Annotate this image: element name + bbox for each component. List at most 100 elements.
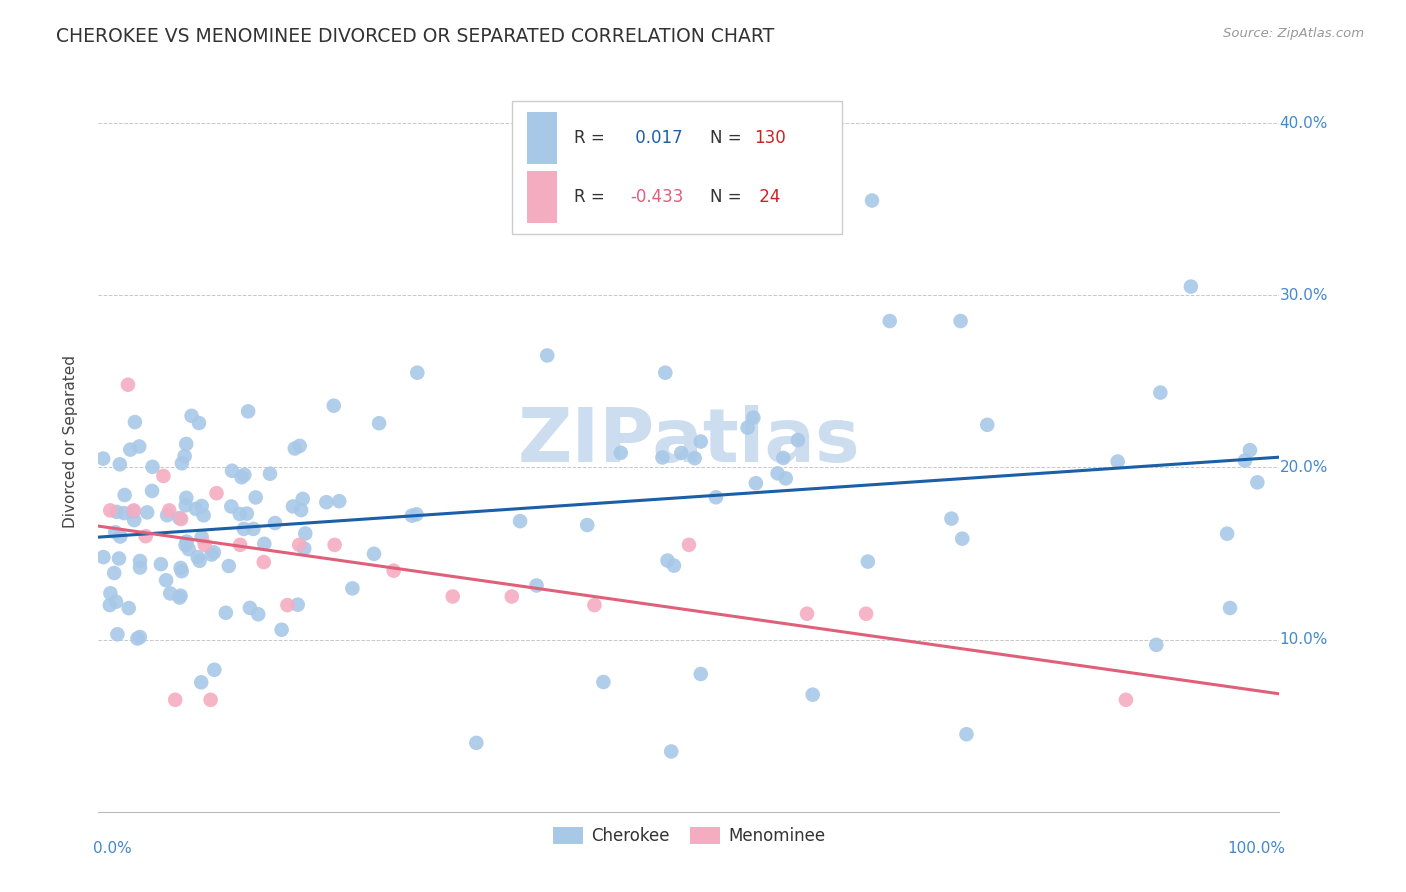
Legend: Cherokee, Menominee: Cherokee, Menominee: [546, 820, 832, 852]
Point: [104, 525, 127, 540]
Point: [169, 561, 191, 575]
Point: [1149, 385, 1171, 400]
Point: [401, 508, 423, 523]
Point: [118, 601, 141, 615]
Point: [264, 516, 287, 530]
Point: [288, 439, 311, 453]
Point: [465, 736, 488, 750]
Point: [187, 416, 209, 430]
Point: [177, 542, 200, 557]
Point: [129, 560, 152, 574]
Text: R =: R =: [575, 188, 610, 206]
Point: [1233, 453, 1256, 467]
Point: [202, 663, 225, 677]
Point: [342, 582, 364, 596]
Point: [253, 555, 276, 569]
FancyBboxPatch shape: [512, 101, 842, 235]
Y-axis label: Divorced or Separated: Divorced or Separated: [63, 355, 77, 528]
Point: [218, 559, 240, 574]
Point: [174, 437, 197, 451]
Point: [174, 499, 197, 513]
Point: [105, 595, 128, 609]
Point: [683, 451, 706, 466]
Point: [509, 514, 531, 528]
Point: [108, 551, 131, 566]
Point: [169, 591, 191, 605]
Point: [152, 469, 174, 483]
Point: [609, 446, 631, 460]
Point: [122, 513, 145, 527]
Point: [742, 194, 765, 208]
Point: [270, 623, 292, 637]
Text: CHEROKEE VS MENOMINEE DIVORCED OR SEPARATED CORRELATION CHART: CHEROKEE VS MENOMINEE DIVORCED OR SEPARA…: [56, 27, 775, 45]
Point: [860, 194, 883, 208]
Point: [190, 530, 212, 544]
Point: [231, 470, 253, 484]
Text: 20.0%: 20.0%: [1279, 460, 1327, 475]
Point: [221, 500, 243, 514]
Point: [745, 476, 768, 491]
Point: [856, 555, 879, 569]
Text: Source: ZipAtlas.com: Source: ZipAtlas.com: [1223, 27, 1364, 40]
Point: [1216, 526, 1239, 541]
Point: [200, 693, 222, 707]
Point: [382, 564, 405, 578]
Text: ZIPatlas: ZIPatlas: [517, 405, 860, 478]
Point: [149, 557, 172, 571]
Point: [141, 483, 163, 498]
Point: [290, 503, 312, 517]
Point: [855, 607, 877, 621]
Point: [105, 505, 128, 519]
Point: [100, 586, 122, 600]
Point: [689, 434, 711, 449]
Point: [176, 534, 198, 549]
Point: [117, 377, 139, 392]
Point: [294, 526, 316, 541]
Point: [170, 456, 193, 470]
Point: [229, 507, 252, 521]
Point: [315, 495, 337, 509]
Point: [127, 632, 149, 646]
Point: [1107, 454, 1129, 468]
Text: 0.017: 0.017: [630, 129, 682, 147]
Point: [737, 420, 759, 434]
Point: [976, 417, 998, 432]
Point: [205, 486, 228, 500]
Point: [288, 538, 311, 552]
Point: [259, 467, 281, 481]
Point: [107, 627, 129, 641]
Point: [159, 586, 181, 600]
Point: [276, 598, 298, 612]
Point: [654, 366, 676, 380]
Point: [129, 554, 152, 568]
Point: [281, 500, 304, 514]
Point: [253, 537, 276, 551]
Point: [141, 459, 163, 474]
Point: [157, 503, 180, 517]
Point: [120, 442, 142, 457]
Point: [190, 499, 212, 513]
Point: [775, 471, 797, 485]
Point: [955, 727, 977, 741]
Point: [678, 538, 700, 552]
Text: 30.0%: 30.0%: [1279, 288, 1327, 302]
Point: [1115, 693, 1137, 707]
Text: 0.0%: 0.0%: [93, 841, 131, 856]
Point: [284, 442, 307, 456]
Point: [766, 467, 789, 481]
Point: [110, 529, 132, 543]
Point: [135, 529, 157, 543]
Point: [323, 538, 346, 552]
Point: [128, 440, 150, 454]
Point: [176, 491, 198, 505]
Point: [1239, 443, 1261, 458]
Point: [170, 512, 193, 526]
Text: N =: N =: [710, 129, 747, 147]
Point: [103, 566, 125, 580]
Point: [949, 314, 972, 328]
Point: [406, 366, 429, 380]
Point: [287, 598, 309, 612]
Point: [786, 433, 808, 447]
Point: [98, 598, 121, 612]
Point: [292, 541, 315, 556]
